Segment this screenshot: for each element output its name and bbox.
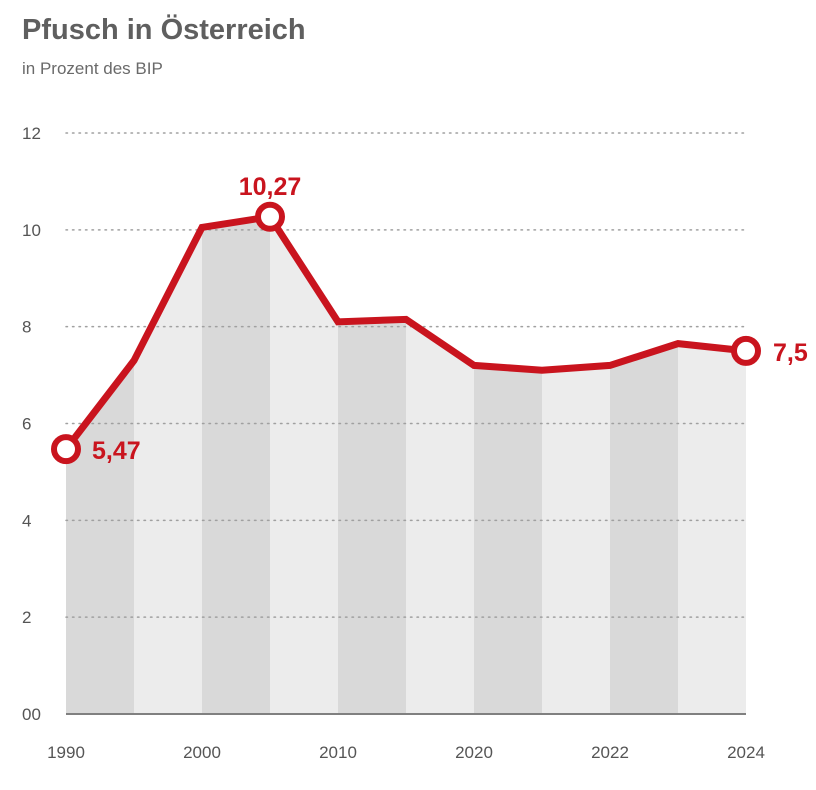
data-point-marker — [731, 335, 761, 366]
area-band — [610, 343, 678, 714]
chart-subtitle: in Prozent des BIP — [22, 59, 163, 78]
data-label: 5,47 — [92, 437, 141, 465]
y-tick-label: 10 — [22, 221, 41, 240]
chart-title: Pfusch in Österreich — [22, 14, 306, 46]
data-point-marker — [51, 434, 81, 465]
y-tick-label: 6 — [22, 415, 31, 434]
y-tick-label: 12 — [22, 124, 41, 143]
x-tick-label: 2010 — [319, 743, 357, 762]
area-band — [66, 360, 134, 714]
x-tick-label: 2020 — [455, 743, 493, 762]
x-tick-label: 2022 — [591, 743, 629, 762]
x-tick-label: 1990 — [47, 743, 85, 762]
data-point-marker — [255, 201, 285, 232]
series-line — [63, 212, 747, 452]
data-label: 7,5 — [773, 339, 808, 367]
y-tick-label: 00 — [22, 705, 41, 724]
data-label: 10,27 — [239, 173, 302, 201]
x-tick-label: 2024 — [727, 743, 765, 762]
area-band — [474, 365, 542, 714]
area-band — [542, 365, 610, 714]
area-band — [134, 227, 202, 714]
area-band — [202, 216, 270, 714]
y-tick-label: 2 — [22, 608, 31, 627]
y-tick-label: 8 — [22, 318, 31, 337]
area-band — [270, 216, 338, 714]
area-band — [338, 319, 406, 714]
x-tick-label: 2000 — [183, 743, 221, 762]
area-band — [678, 343, 746, 714]
area-band — [406, 319, 474, 714]
y-tick-label: 4 — [22, 511, 31, 530]
